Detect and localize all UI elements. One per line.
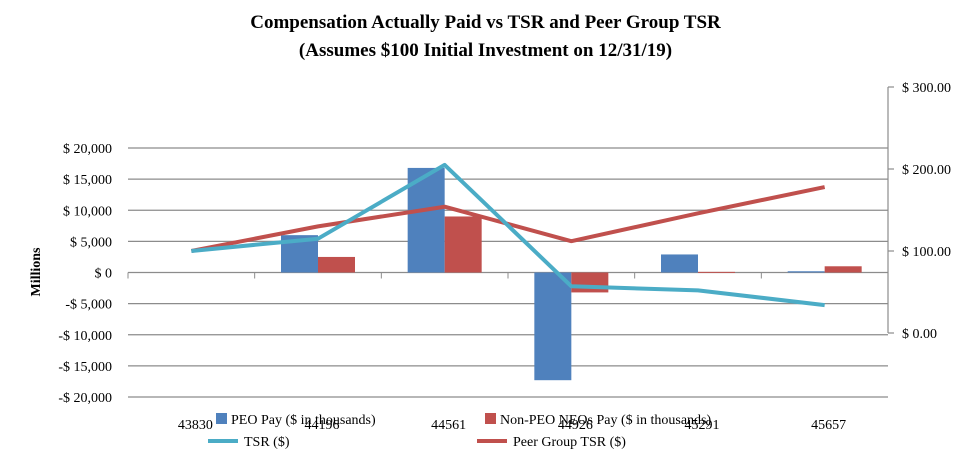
- x-tick-label: 44196: [305, 418, 340, 433]
- x-tick-label: 45657: [811, 418, 846, 433]
- non-peo-pay-bar: [824, 266, 862, 273]
- non-peo-pay-bar: [698, 271, 735, 273]
- chart-subtitle: (Assumes $100 Initial Investment on 12/3…: [298, 40, 673, 61]
- y-left-tick-label: -$ 10,000: [58, 329, 112, 344]
- peo-pay-bar: [661, 254, 698, 273]
- legend-peer-group-tsr-label: Peer Group TSR ($): [513, 435, 626, 450]
- y-left-tick-label: -$ 5,000: [65, 298, 112, 313]
- y-axis-title: Millions: [29, 247, 44, 297]
- x-tick-label: 43830: [178, 418, 213, 433]
- axes: $ 20,000 $ 15,000 $ 10,000 $ 5,000 $ 0 -$ 5,0…: [29, 81, 951, 433]
- y-right-tick-label: $ 300.00: [902, 81, 951, 96]
- non-peo-pay-bar: [571, 272, 609, 293]
- x-tick-label: 44561: [431, 418, 466, 433]
- line-marks: [190, 162, 826, 308]
- legend-peo-pay-label: PEO Pay ($ in thousands): [231, 413, 376, 428]
- non-peo-pay-bar: [318, 256, 355, 273]
- y-left-tick-label: -$ 15,000: [58, 360, 112, 375]
- y-left-tick-label: -$ 20,000: [58, 391, 112, 406]
- peo-pay-bar: [407, 167, 445, 273]
- tsr-line: [191, 162, 825, 308]
- legend-tsr-label: TSR ($): [244, 435, 290, 450]
- peo-pay-bar: [534, 272, 572, 381]
- x-tick-label: 45291: [685, 418, 720, 433]
- bar-marks: [281, 167, 862, 381]
- y-left-tick-label: $ 15,000: [63, 173, 112, 188]
- y-left-tick-label: $ 0: [95, 267, 113, 282]
- non-peo-pay-bar: [444, 216, 482, 273]
- y-left-tick-label: $ 10,000: [63, 204, 112, 219]
- y-right-tick-label: $ 0.00: [902, 327, 937, 342]
- y-left-tick-label: $ 20,000: [63, 142, 112, 157]
- gridlines: [127, 147, 889, 398]
- y-right-tick-label: $ 100.00: [902, 245, 951, 260]
- legend-non-peo-pay-label: Non-PEO NEOs Pay ($ in thousands): [500, 413, 711, 428]
- legend: PEO Pay ($ in thousands) Non-PEO NEOs Pay…: [208, 413, 711, 450]
- y-left-tick-label: $ 5,000: [70, 235, 112, 250]
- peo-pay-bar: [787, 271, 825, 273]
- chart-title: Compensation Actually Paid vs TSR and Pe…: [250, 12, 721, 33]
- legend-non-peo-pay-swatch: [485, 413, 496, 424]
- y-right-tick-label: $ 200.00: [902, 163, 951, 178]
- x-tick-label: 44926: [558, 418, 593, 433]
- legend-peo-pay-swatch: [216, 413, 227, 424]
